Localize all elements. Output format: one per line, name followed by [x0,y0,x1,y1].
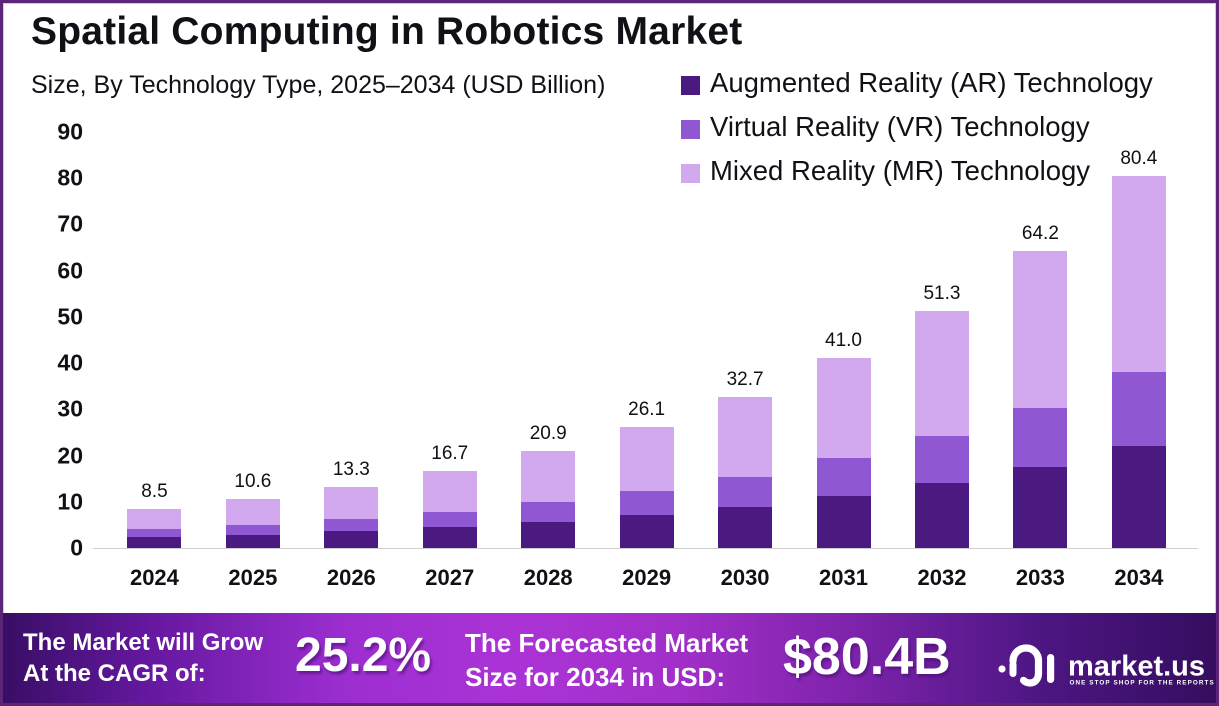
svg-text:market.us: market.us [1068,651,1205,683]
svg-text:ONE STOP SHOP FOR THE REPORTS: ONE STOP SHOP FOR THE REPORTS [1070,680,1215,687]
